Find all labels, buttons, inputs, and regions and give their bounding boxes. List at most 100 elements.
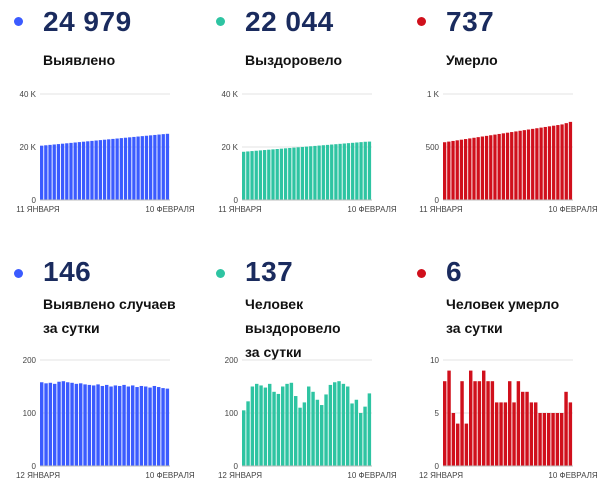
bar: [447, 370, 451, 466]
bar: [60, 143, 65, 200]
red-dot-icon: [417, 17, 426, 26]
bar: [144, 135, 149, 200]
bar: [510, 132, 514, 200]
bar: [165, 388, 170, 466]
bar: [144, 386, 148, 466]
bar: [443, 142, 447, 200]
recovered-daily-chart: 0 100 200 12 ЯНВАРЯ 10 ФЕВРАЛЯ: [218, 356, 397, 480]
x-tick-label-end: 10 ФЕВРАЛЯ: [347, 205, 396, 214]
bar: [564, 123, 568, 200]
bar: [503, 402, 508, 466]
y-tick-label: 500: [426, 143, 440, 152]
recovered-daily-label: Человек выздоровело за сутки: [245, 296, 341, 360]
bar: [307, 386, 311, 466]
bar: [276, 393, 281, 466]
x-tick-label-start: 11 ЯНВАРЯ: [218, 205, 262, 214]
bar: [262, 150, 267, 200]
bar: [543, 126, 547, 200]
bar: [560, 413, 564, 466]
bar: [57, 381, 61, 466]
bar: [56, 144, 61, 200]
bar: [315, 399, 320, 466]
bar: [325, 144, 330, 200]
bar: [40, 145, 44, 200]
bar: [271, 149, 275, 200]
y-tick-label: 5: [435, 409, 440, 418]
bar: [294, 396, 298, 466]
bar: [480, 136, 485, 200]
bar: [526, 129, 531, 200]
bar: [40, 382, 44, 466]
bar: [363, 406, 367, 466]
bar: [363, 141, 367, 200]
bar: [139, 385, 144, 466]
bar: [79, 383, 83, 466]
y-tick-label: 200: [225, 356, 239, 365]
x-tick-label-end: 10 ФЕВРАЛЯ: [548, 471, 597, 480]
bar: [77, 142, 82, 200]
x-tick-label-start: 12 ЯНВАРЯ: [218, 471, 262, 480]
bar: [74, 383, 79, 466]
bar: [48, 144, 52, 200]
bar: [501, 133, 506, 200]
bar: [460, 381, 464, 466]
bar: [96, 384, 100, 466]
bar: [52, 144, 56, 200]
bar: [102, 139, 107, 200]
died-total-label: Умерло: [446, 52, 498, 68]
bar: [283, 148, 288, 200]
green-dot-icon: [216, 17, 225, 26]
bar: [298, 407, 302, 466]
bar: [354, 399, 359, 466]
bar: [521, 391, 525, 466]
x-tick-label-end: 10 ФЕВРАЛЯ: [145, 471, 194, 480]
bar: [328, 384, 333, 466]
bar: [333, 382, 337, 466]
bar: [338, 143, 342, 200]
bar: [469, 370, 473, 466]
y-tick-label: 10: [430, 356, 439, 365]
bar: [443, 381, 447, 466]
bar: [272, 391, 276, 466]
bar: [341, 383, 346, 466]
bar: [531, 128, 535, 200]
bar: [529, 402, 534, 466]
bar: [148, 387, 152, 466]
x-tick-label-end: 10 ФЕВРАЛЯ: [347, 471, 396, 480]
bar: [516, 381, 521, 466]
bar: [135, 387, 139, 466]
x-tick-label-start: 12 ЯНВАРЯ: [419, 471, 463, 480]
y-tick-label: 40 K: [20, 90, 37, 99]
y-tick-label: 0: [435, 462, 440, 471]
bar: [92, 385, 96, 466]
bar: [564, 391, 568, 466]
bar: [302, 402, 307, 466]
bar: [459, 139, 464, 200]
bar: [242, 151, 246, 200]
bar: [165, 133, 170, 200]
bar: [486, 381, 490, 466]
bar: [113, 385, 118, 466]
bar: [279, 148, 284, 200]
bar: [493, 134, 497, 200]
bar: [538, 413, 542, 466]
bar: [118, 385, 122, 466]
bar: [476, 137, 480, 200]
bar: [65, 143, 69, 200]
bar: [359, 142, 363, 200]
bar: [115, 138, 119, 200]
bar: [152, 385, 157, 466]
bar: [490, 381, 495, 466]
detected-total-chart: 0 20 K 40 K 11 ЯНВАРЯ 10 ФЕВРАЛЯ: [16, 90, 195, 214]
detected-daily-value: 146: [43, 256, 92, 287]
bar: [456, 423, 460, 466]
panel-recovered: 22 044 Выздоровело 0 20 K 40 K 11 ЯНВАРЯ 10 …: [212, 0, 402, 240]
y-tick-label: 0: [32, 196, 37, 205]
bar: [535, 128, 539, 200]
bar: [337, 381, 341, 466]
bar: [100, 385, 105, 466]
bar: [250, 151, 254, 200]
bar: [482, 370, 486, 466]
bar: [255, 383, 259, 466]
bar: [132, 136, 136, 200]
